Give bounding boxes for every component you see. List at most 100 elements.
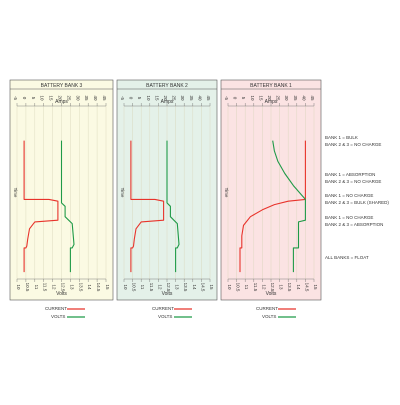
amps-tick-label: 5 (31, 97, 36, 100)
amps-tick-label: 40 (93, 95, 98, 101)
amps-tick-label: 20 (58, 95, 63, 101)
series-line-volts (60, 140, 75, 273)
panel-title: BATTERY BANK 3 (41, 83, 83, 89)
amps-tick-label: 10 (250, 95, 255, 101)
amps-tick-label: 0 (129, 97, 134, 100)
volts-axis-label: Volts (266, 291, 277, 297)
annotation-text: BANK 2 & 3 = BULK (SHARED) (325, 200, 389, 205)
annotation-text: BANK 2 & 3 = NO CHARGE (325, 142, 381, 147)
volts-tick-label: 13 (175, 284, 180, 290)
amps-tick-label: 5 (137, 97, 142, 100)
series-line-volts (166, 140, 180, 273)
volts-tick-label: 11 (244, 285, 249, 290)
volts-tick-label: 12.5 (166, 283, 171, 292)
volts-tick-label: 10.5 (236, 283, 241, 292)
volts-tick-label: 12 (157, 284, 162, 290)
annotation-text: BANK 2 & 3 = NO CHARGE (325, 179, 381, 184)
volts-tick-label: 10.5 (132, 283, 137, 292)
series-line-volts (272, 140, 306, 273)
annotation-text: BANK 1 = NO CHARGE (325, 193, 373, 198)
amps-tick-label: 40 (197, 95, 202, 101)
amps-tick-label: 45 (310, 95, 315, 101)
volts-tick-label: 11.5 (149, 283, 154, 292)
volts-tick-label: 14 (192, 284, 197, 290)
volts-tick-label: 12 (261, 284, 266, 290)
amps-axis-label: Amps (265, 99, 278, 105)
volts-tick-label: 13 (69, 284, 74, 290)
volts-tick-label: 13 (279, 284, 284, 290)
amps-tick-label: 0 (233, 97, 238, 100)
annotation-text: BANK 1 = BULK (325, 135, 358, 140)
volts-tick-label: 12.5 (61, 283, 66, 292)
volts-tick-label: 14 (87, 284, 92, 290)
time-axis-label: Time (120, 188, 125, 198)
amps-tick-label: 10 (146, 95, 151, 101)
time-axis-label: Time (13, 188, 18, 198)
amps-tick-label: -5 (13, 96, 18, 100)
amps-tick-label: 0 (22, 97, 27, 100)
legend-current-label: CURRENT (152, 306, 174, 311)
volts-axis-label: Volts (162, 291, 173, 297)
legend-current-label: CURRENT (45, 306, 67, 311)
amps-tick-label: 30 (75, 95, 80, 101)
amps-tick-label: 20 (163, 95, 168, 101)
amps-tick-label: 35 (293, 95, 298, 101)
amps-tick-label: 20 (267, 95, 272, 101)
amps-tick-label: 15 (258, 95, 263, 101)
volts-tick-label: 10 (123, 284, 128, 290)
volts-tick-label: 15 (209, 284, 214, 290)
amps-tick-label: -5 (120, 96, 125, 100)
annotation-text: BANK 1 = NO CHARGE (325, 215, 373, 220)
amps-tick-label: 15 (49, 95, 54, 101)
annotation-text: ALL BANKS = FLOAT (325, 255, 369, 260)
volts-tick-label: 12.5 (270, 283, 275, 292)
amps-tick-label: 5 (241, 97, 246, 100)
annotation-text: BANK 2 & 3 = ABSORPTION (325, 222, 383, 227)
amps-tick-label: 30 (180, 95, 185, 101)
amps-tick-label: 25 (172, 95, 177, 101)
amps-tick-label: 25 (276, 95, 281, 101)
volts-tick-label: 14.5 (200, 283, 205, 292)
series-line-current (23, 140, 59, 273)
legend-volts-label: VOLTS (51, 314, 65, 319)
volts-axis-label: Volts (56, 291, 67, 297)
volts-tick-label: 10 (227, 284, 232, 290)
volts-tick-label: 13.5 (287, 283, 292, 292)
legend-volts-label: VOLTS (262, 314, 276, 319)
volts-tick-label: 15 (313, 284, 318, 290)
amps-axis-label: Amps (55, 99, 68, 105)
volts-tick-label: 11.5 (43, 283, 48, 292)
amps-tick-label: 45 (102, 95, 107, 101)
volts-tick-label: 10 (16, 284, 21, 290)
amps-axis-label: Amps (161, 99, 174, 105)
volts-tick-label: 14 (296, 284, 301, 290)
series-line-current (130, 140, 165, 273)
annotation-text: BANK 1 = ABSORPTION (325, 172, 375, 177)
series-line-current (239, 140, 306, 273)
volts-tick-label: 12 (52, 284, 57, 290)
amps-tick-label: 40 (301, 95, 306, 101)
volts-tick-label: 11 (34, 285, 39, 290)
time-axis-label: Time (224, 188, 229, 198)
volts-tick-label: 10.5 (25, 283, 30, 292)
volts-tick-label: 11.5 (253, 283, 258, 292)
amps-tick-label: 15 (154, 95, 159, 101)
volts-tick-label: 13.5 (78, 283, 83, 292)
amps-tick-label: 10 (40, 95, 45, 101)
amps-tick-label: 30 (284, 95, 289, 101)
volts-tick-label: 11 (140, 285, 145, 290)
volts-tick-label: 15 (105, 284, 110, 290)
volts-tick-label: 14.5 (304, 283, 309, 292)
amps-tick-label: 45 (206, 95, 211, 101)
amps-tick-label: 35 (189, 95, 194, 101)
panel-title: BATTERY BANK 2 (146, 83, 188, 89)
panel-title: BATTERY BANK 1 (250, 83, 292, 89)
amps-tick-label: 25 (66, 95, 71, 101)
amps-tick-label: -5 (224, 96, 229, 100)
volts-tick-label: 14.5 (96, 283, 101, 292)
amps-tick-label: 35 (84, 95, 89, 101)
legend-current-label: CURRENT (256, 306, 278, 311)
legend-volts-label: VOLTS (158, 314, 172, 319)
